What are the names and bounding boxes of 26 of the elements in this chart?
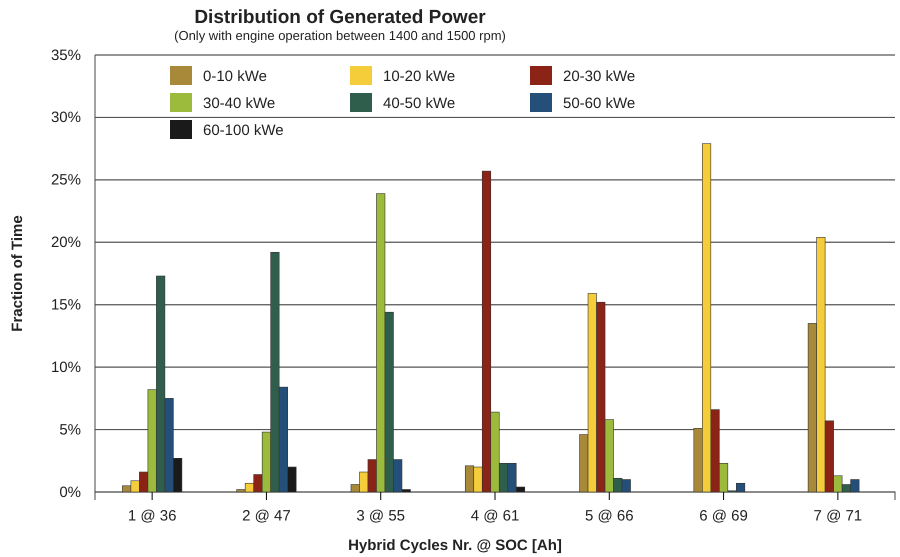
- x-tick-label: 3 @ 55: [356, 508, 406, 525]
- x-tick-label: 4 @ 61: [470, 508, 520, 525]
- x-tick-label: 2 @ 47: [242, 508, 291, 525]
- legend-label: 60-100 kWe: [203, 122, 284, 139]
- legend-label: 30-40 kWe: [203, 95, 276, 112]
- x-tick-label: 5 @ 66: [584, 508, 634, 525]
- x-tick-label: 1 @ 36: [128, 508, 176, 525]
- y-tick-label: 0%: [59, 484, 81, 501]
- legend-label: 20-30 kWe: [563, 68, 636, 85]
- legend-label: 10-20 kWe: [383, 68, 456, 85]
- chart-title: Distribution of Generated Power: [194, 7, 486, 28]
- x-tick-label: 7 @ 71: [814, 508, 862, 525]
- chart-subtitle: (Only with engine operation between 1400 and 1500 rpm): [174, 28, 506, 43]
- legend-label: 40-50 kWe: [383, 95, 456, 112]
- y-tick-label: 15%: [50, 296, 81, 314]
- y-tick-label: 10%: [50, 358, 81, 376]
- legend-label: 0-10 kWe: [203, 68, 267, 85]
- y-axis-title: Fraction of Time: [9, 215, 26, 332]
- y-tick-label: 20%: [50, 234, 81, 252]
- x-tick-label: 6 @ 69: [699, 508, 748, 525]
- y-tick-label: 5%: [59, 421, 81, 438]
- x-axis-title: Hybrid Cycles Nr. @ SOC [Ah]: [348, 537, 562, 554]
- y-tick-label: 25%: [50, 172, 81, 189]
- legend-label: 50-60 kWe: [563, 95, 636, 112]
- y-tick-label: 30%: [50, 109, 81, 126]
- y-tick-label: 35%: [50, 46, 81, 64]
